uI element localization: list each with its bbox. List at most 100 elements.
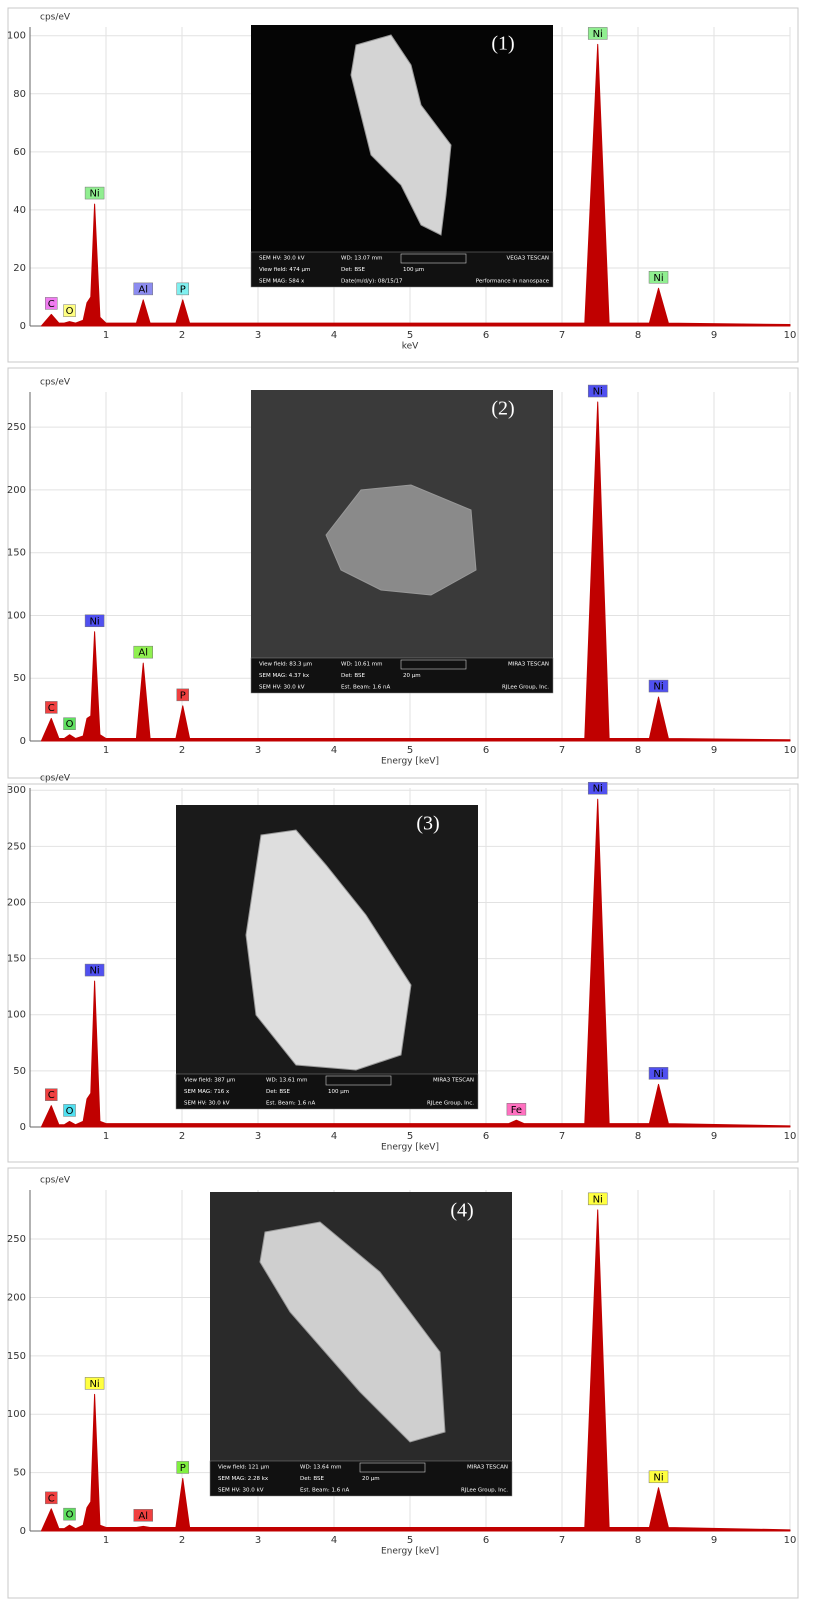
x-tick-label: 5 <box>407 745 413 756</box>
y-tick-label: 250 <box>7 1234 26 1245</box>
x-tick-label: 9 <box>711 1535 717 1546</box>
x-tick-label: 6 <box>483 1131 489 1142</box>
y-tick-label: 200 <box>7 897 26 908</box>
y-tick-label: 0 <box>20 321 26 332</box>
x-tick-label: 4 <box>331 745 337 756</box>
y-tick-label: 100 <box>7 31 26 42</box>
y-tick-label: 200 <box>7 485 26 496</box>
info-text: 20 µm <box>403 673 421 679</box>
info-text: RJLee Group, Inc. <box>427 1101 474 1107</box>
x-axis-title: Energy [keV] <box>381 1547 439 1557</box>
y-tick-label: 100 <box>7 1409 26 1420</box>
chart-panel: 05010015020025012345678910cps/eVEnergy [… <box>7 368 798 778</box>
info-text: WD: 10.61 mm <box>341 662 382 668</box>
element-label: P <box>180 1463 186 1474</box>
x-tick-label: 2 <box>179 745 185 756</box>
x-tick-label: 9 <box>711 1131 717 1142</box>
element-label: Ni <box>593 1194 603 1205</box>
y-tick-label: 300 <box>7 785 26 796</box>
info-text: Est. Beam: 1.6 nA <box>266 1101 315 1107</box>
info-text: SEM MAG: 584 x <box>259 279 305 285</box>
y-tick-label: 50 <box>13 673 26 684</box>
element-label: O <box>66 1510 74 1521</box>
y-tick-label: 0 <box>20 1122 26 1133</box>
element-label: Ni <box>89 966 99 977</box>
element-label: Ni <box>593 387 603 398</box>
x-tick-label: 8 <box>635 330 641 341</box>
y-tick-label: 80 <box>13 89 26 100</box>
info-text: SEM MAG: 716 x <box>184 1089 230 1095</box>
x-tick-label: 8 <box>635 1131 641 1142</box>
info-text: MIRA3 TESCAN <box>467 1465 508 1471</box>
y-axis-title: cps/eV <box>40 378 71 388</box>
x-tick-label: 4 <box>331 330 337 341</box>
x-axis-title: Energy [keV] <box>381 757 439 767</box>
element-label: C <box>48 1090 55 1101</box>
x-tick-label: 10 <box>784 745 797 756</box>
element-label: O <box>66 719 74 730</box>
info-text: View field: 121 µm <box>218 1465 269 1471</box>
element-label: C <box>48 703 55 714</box>
inset-label: (3) <box>416 813 439 835</box>
info-text: Est. Beam: 1.6 nA <box>341 685 390 691</box>
inset-label: (1) <box>491 33 514 55</box>
info-text: RJLee Group, Inc. <box>502 685 549 691</box>
info-text: View field: 474 µm <box>259 267 310 273</box>
element-label: O <box>66 306 74 317</box>
y-tick-label: 150 <box>7 954 26 965</box>
info-text: Performance in nanospace <box>476 279 550 285</box>
x-tick-label: 1 <box>103 330 109 341</box>
x-tick-label: 7 <box>559 1131 565 1142</box>
element-label: Ni <box>653 1472 663 1483</box>
info-text: SEM HV: 30.0 kV <box>184 1101 230 1107</box>
info-text: WD: 13.61 mm <box>266 1078 307 1084</box>
x-tick-label: 5 <box>407 1535 413 1546</box>
x-tick-label: 6 <box>483 330 489 341</box>
x-tick-label: 8 <box>635 1535 641 1546</box>
element-label: Ni <box>593 784 603 795</box>
element-label: C <box>48 299 55 310</box>
y-tick-label: 250 <box>7 422 26 433</box>
y-tick-label: 250 <box>7 841 26 852</box>
x-tick-label: 1 <box>103 745 109 756</box>
x-tick-label: 2 <box>179 330 185 341</box>
y-axis-title: cps/eV <box>40 13 71 23</box>
x-tick-label: 7 <box>559 330 565 341</box>
info-text: WD: 13.07 mm <box>341 256 382 262</box>
info-text: SEM MAG: 4.37 kx <box>259 673 310 679</box>
info-text: Det: BSE <box>300 1476 325 1482</box>
element-label: Ni <box>89 616 99 627</box>
x-tick-label: 10 <box>784 1535 797 1546</box>
info-text: RJLee Group, Inc. <box>461 1488 508 1494</box>
inset-label: (2) <box>491 398 514 420</box>
info-text: 100 µm <box>328 1089 349 1095</box>
element-label: Al <box>138 284 148 295</box>
x-tick-label: 3 <box>255 745 261 756</box>
element-label: C <box>48 1493 55 1504</box>
x-tick-label: 9 <box>711 745 717 756</box>
info-text: MIRA3 TESCAN <box>433 1078 474 1084</box>
sem-inset: (1) SEM HV: 30.0 kV WD: 13.07 mm VEGA3 TESC… <box>251 25 553 287</box>
info-text: WD: 13.64 mm <box>300 1465 341 1471</box>
x-tick-label: 10 <box>784 330 797 341</box>
inset-label: (4) <box>450 1200 473 1222</box>
x-tick-label: 7 <box>559 1535 565 1546</box>
sem-inset: (2)View field: 83.3 µmWD: 10.61 mmMIRA3 … <box>251 390 553 693</box>
y-tick-label: 150 <box>7 548 26 559</box>
info-text: Date(m/d/y): 08/15/17 <box>341 279 403 285</box>
info-text: MIRA3 TESCAN <box>508 662 549 668</box>
x-tick-label: 6 <box>483 745 489 756</box>
y-tick-label: 50 <box>13 1468 26 1479</box>
x-tick-label: 3 <box>255 1131 261 1142</box>
sem-inset: (4) View field: 121 µm WD: 13.64 mm MIRA3 T… <box>210 1192 512 1496</box>
info-text: SEM HV: 30.0 kV <box>259 256 305 262</box>
x-tick-label: 2 <box>179 1131 185 1142</box>
info-text: SEM HV: 30.0 kV <box>218 1488 264 1494</box>
x-tick-label: 6 <box>483 1535 489 1546</box>
element-label: Ni <box>89 1379 99 1390</box>
y-tick-label: 100 <box>7 1010 26 1021</box>
x-tick-label: 1 <box>103 1131 109 1142</box>
info-text: VEGA3 TESCAN <box>506 256 549 262</box>
